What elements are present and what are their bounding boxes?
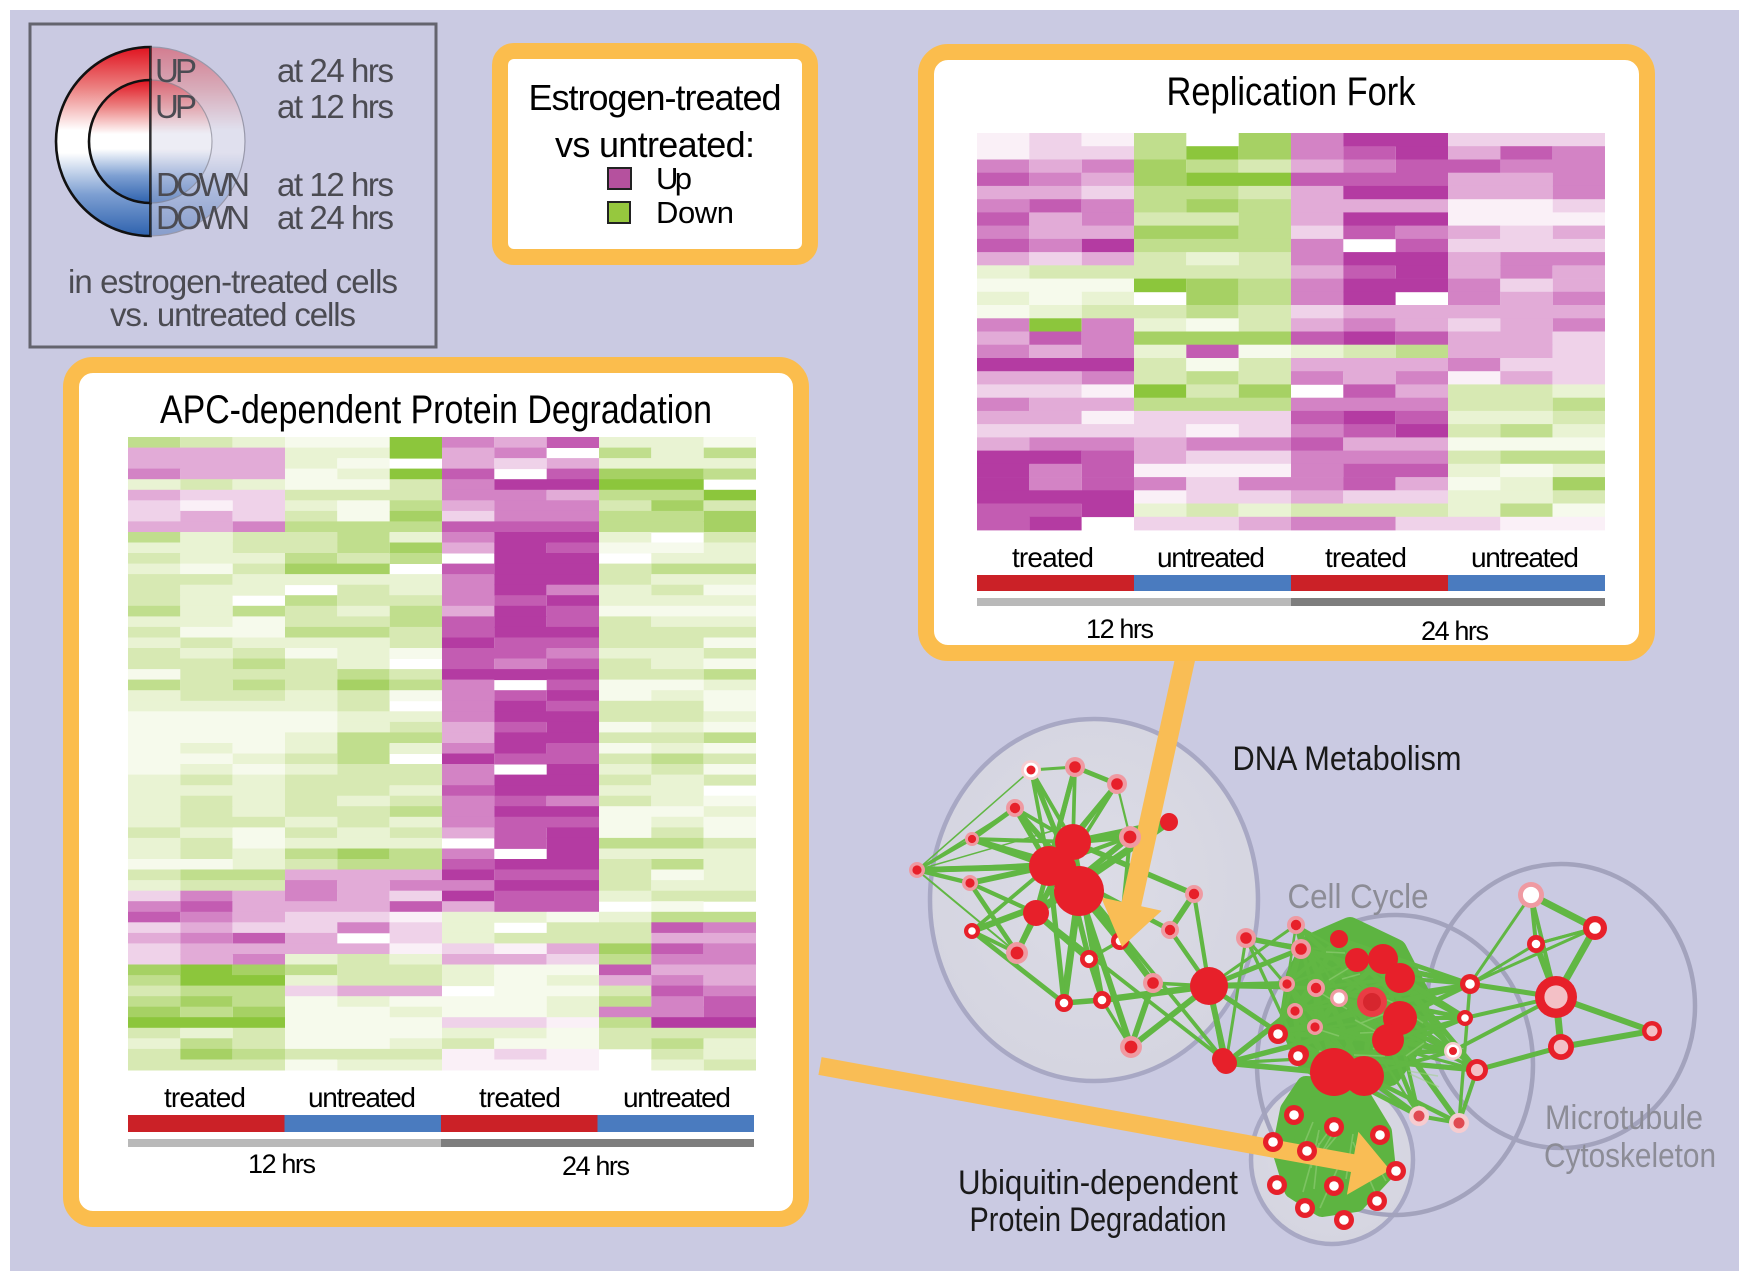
svg-text:12 hrs: 12 hrs bbox=[248, 1149, 316, 1179]
svg-text:UP: UP bbox=[155, 52, 197, 89]
svg-text:in estrogen-treated cells: in estrogen-treated cells bbox=[68, 263, 398, 300]
svg-text:at 12 hrs: at 12 hrs bbox=[277, 88, 394, 125]
svg-text:at 12 hrs: at 12 hrs bbox=[277, 166, 394, 203]
svg-text:24 hrs: 24 hrs bbox=[1421, 616, 1489, 646]
svg-text:12 hrs: 12 hrs bbox=[1086, 614, 1154, 644]
svg-text:Replication Fork: Replication Fork bbox=[1167, 70, 1417, 114]
svg-text:treated: treated bbox=[1325, 542, 1407, 573]
svg-text:Cytoskeleton: Cytoskeleton bbox=[1544, 1137, 1716, 1175]
svg-text:treated: treated bbox=[479, 1082, 561, 1113]
svg-text:UP: UP bbox=[155, 88, 197, 125]
svg-text:DNA Metabolism: DNA Metabolism bbox=[1233, 740, 1462, 778]
svg-text:untreated: untreated bbox=[623, 1082, 731, 1113]
svg-text:DOWN: DOWN bbox=[156, 199, 250, 236]
svg-text:Microtubule: Microtubule bbox=[1545, 1099, 1703, 1137]
svg-text:Estrogen-treated: Estrogen-treated bbox=[529, 77, 782, 118]
svg-text:DOWN: DOWN bbox=[156, 166, 250, 203]
svg-text:at 24 hrs: at 24 hrs bbox=[277, 199, 394, 236]
svg-text:untreated: untreated bbox=[308, 1082, 416, 1113]
svg-text:Up: Up bbox=[656, 161, 692, 196]
svg-text:Ubiquitin-dependent: Ubiquitin-dependent bbox=[958, 1164, 1239, 1202]
svg-text:vs. untreated cells: vs. untreated cells bbox=[110, 296, 356, 333]
svg-text:untreated: untreated bbox=[1157, 542, 1265, 573]
svg-text:Cell Cycle: Cell Cycle bbox=[1288, 878, 1429, 916]
svg-text:treated: treated bbox=[164, 1082, 246, 1113]
svg-text:Down: Down bbox=[656, 195, 734, 230]
svg-text:treated: treated bbox=[1012, 542, 1094, 573]
svg-text:at 24 hrs: at 24 hrs bbox=[277, 52, 394, 89]
svg-text:APC-dependent Protein Degradat: APC-dependent Protein Degradation bbox=[160, 388, 712, 432]
svg-text:vs untreated:: vs untreated: bbox=[555, 124, 755, 165]
svg-text:24 hrs: 24 hrs bbox=[562, 1151, 630, 1181]
svg-text:untreated: untreated bbox=[1471, 542, 1579, 573]
svg-text:Protein Degradation: Protein Degradation bbox=[970, 1201, 1227, 1239]
